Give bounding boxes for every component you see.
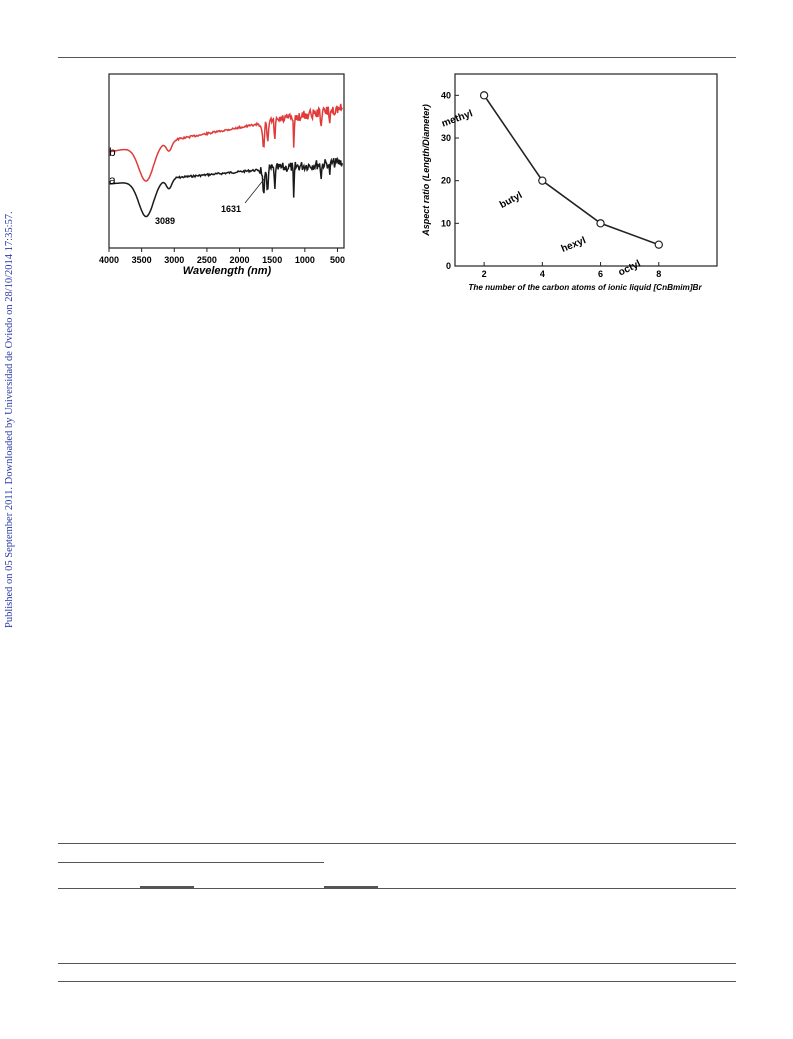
ftir-series-b-line xyxy=(109,103,343,182)
aspect-data-point xyxy=(479,91,489,100)
ftir-x-tick-label: 2500 xyxy=(197,255,217,265)
footer-rule xyxy=(58,981,736,982)
aspect-y-tick-label: 20 xyxy=(441,176,451,186)
aspect-ratio-chart: 2 4 6 8 0 10 20 30 40 methyl butyl hexyl octyl Aspe… xyxy=(421,73,718,292)
table-subheader-rule-2 xyxy=(324,886,378,888)
aspect-point-label: octyl xyxy=(617,258,643,278)
ftir-x-tick-label: 2000 xyxy=(230,255,250,265)
ftir-x-tick-label: 1000 xyxy=(295,255,315,265)
aspect-data-point xyxy=(596,219,605,228)
ftir-series-a-label: a xyxy=(109,173,116,187)
aspect-y-tick-label: 40 xyxy=(441,90,451,100)
ftir-annotation-3089: 3089 xyxy=(155,216,175,226)
table-bottom-rule xyxy=(58,963,736,964)
aspect-x-tick-label: 6 xyxy=(598,269,603,279)
aspect-point-label: methyl xyxy=(440,108,474,129)
published-sidebar-text: Published on 05 September 2011. Download… xyxy=(4,211,15,628)
ftir-x-tick-label: 3000 xyxy=(164,255,184,265)
aspect-x-tick-label: 4 xyxy=(540,269,545,279)
aspect-y-axis-label: Aspect ratio (Length/Diameter) xyxy=(421,104,431,237)
ftir-x-tick-label: 4000 xyxy=(99,255,119,265)
aspect-point-label: hexyl xyxy=(560,235,588,255)
ftir-spectrum-chart: 4000 3500 3000 2500 2000 1500 1000 500 b a 3089… xyxy=(99,73,345,277)
ftir-x-ticks: 4000 3500 3000 2500 2000 1500 1000 500 xyxy=(99,248,345,265)
aspect-axis-ticks: 2 4 6 8 0 10 20 30 40 xyxy=(441,90,661,279)
ftir-x-tick-label: 3500 xyxy=(132,255,152,265)
table-group-rule xyxy=(58,862,324,863)
aspect-point-label: butyl xyxy=(498,190,524,211)
aspect-ratio-line xyxy=(483,94,660,246)
ftir-annotation-1631-leader xyxy=(244,177,266,204)
aspect-y-tick-label: 30 xyxy=(441,133,451,143)
table-subheader-rule-1 xyxy=(140,886,194,888)
header-rule xyxy=(58,57,736,58)
ftir-x-axis-label: Wavelength (nm) xyxy=(183,265,272,277)
table-header-rule xyxy=(58,888,736,889)
table-top-rule xyxy=(58,843,736,844)
aspect-y-tick-label: 0 xyxy=(446,261,451,271)
ftir-series-b-label: b xyxy=(109,145,116,159)
aspect-plot-frame xyxy=(454,73,718,267)
aspect-x-tick-label: 8 xyxy=(656,269,661,279)
aspect-data-point xyxy=(538,176,547,185)
aspect-data-point xyxy=(654,240,663,249)
ftir-x-tick-label: 1500 xyxy=(262,255,282,265)
aspect-x-axis-label: The number of the carbon atoms of ionic … xyxy=(468,283,702,292)
ftir-x-tick-label: 500 xyxy=(330,255,345,265)
ftir-series-a-line xyxy=(109,156,344,218)
ftir-annotation-1631: 1631 xyxy=(221,204,241,214)
aspect-y-tick-label: 10 xyxy=(441,218,451,228)
ftir-plot-frame xyxy=(108,73,345,249)
aspect-x-tick-label: 2 xyxy=(482,269,487,279)
